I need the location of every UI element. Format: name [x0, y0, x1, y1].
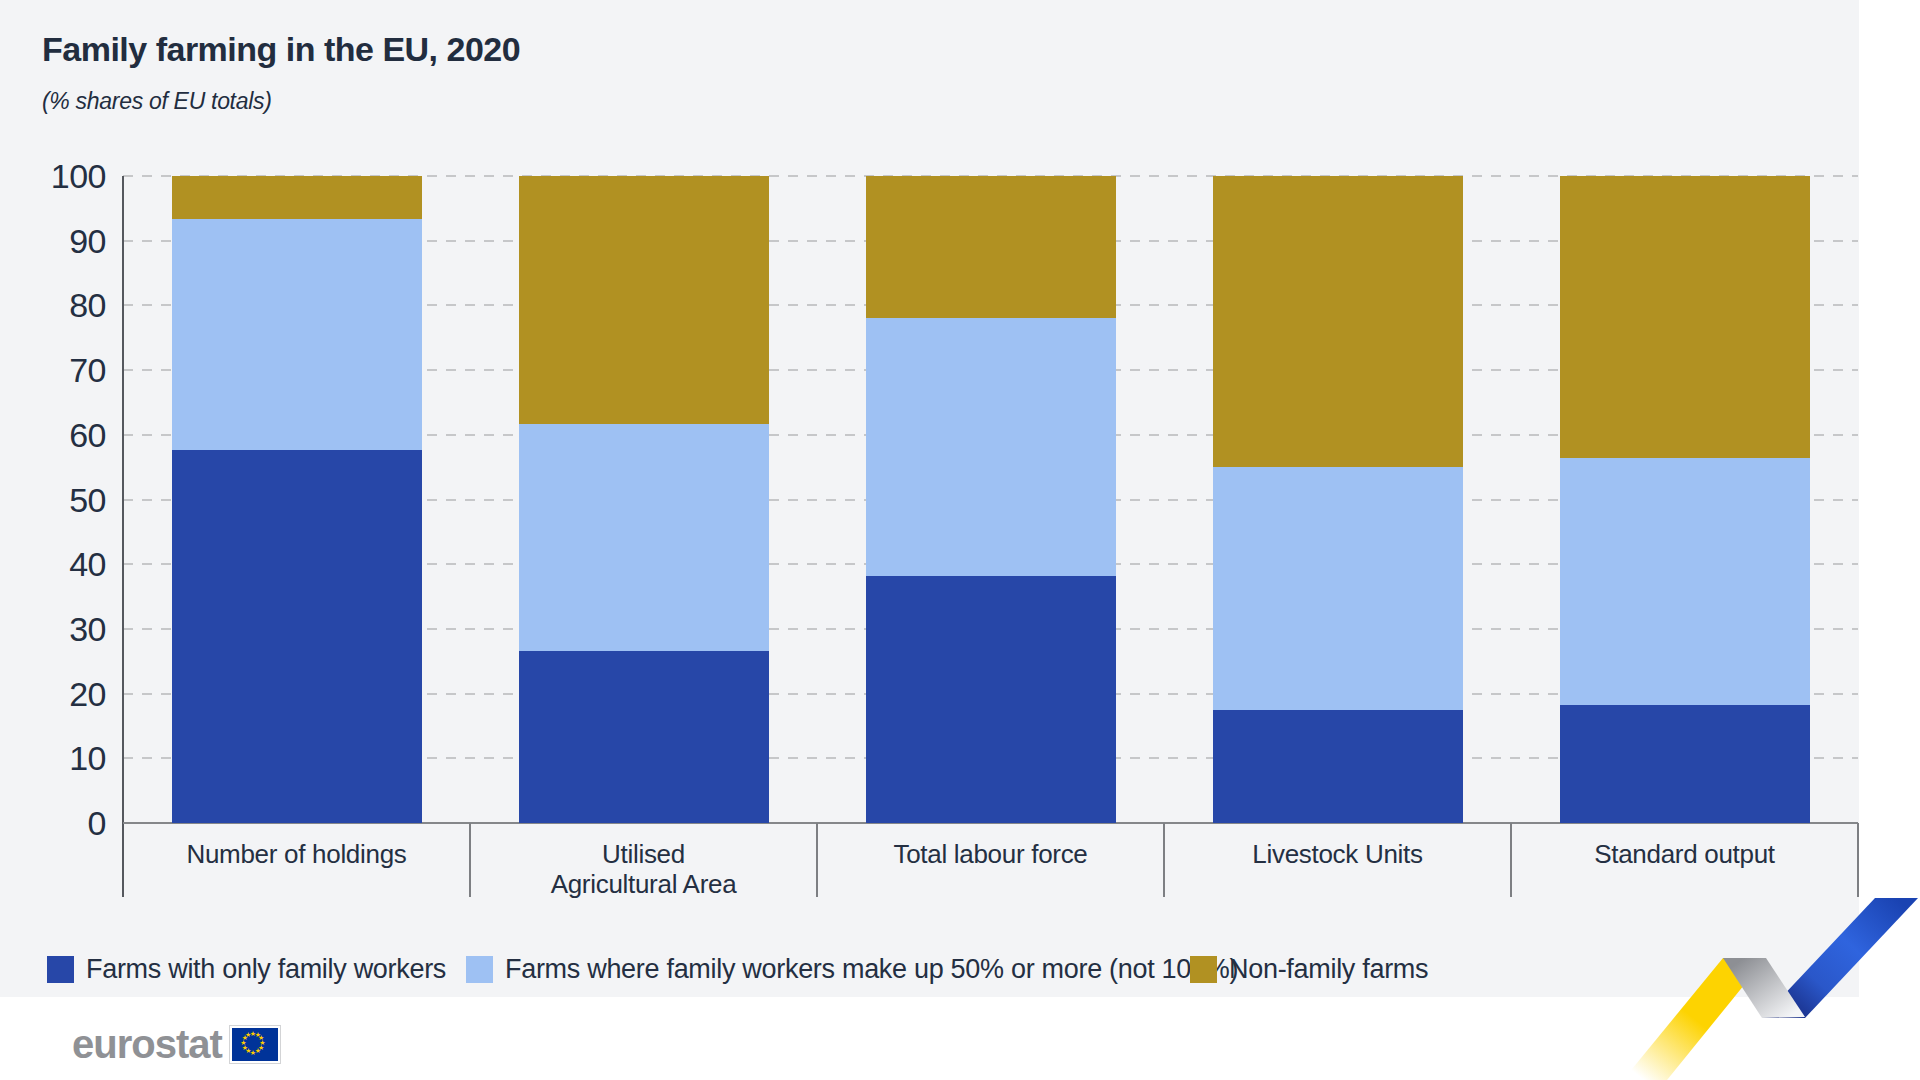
bar-segment — [1560, 176, 1810, 458]
legend-item: Non-family farms — [1190, 955, 1428, 984]
x-axis-category-label: Livestock Units — [1164, 839, 1511, 869]
y-axis-tick-label: 10 — [16, 738, 106, 778]
chart-title: Family farming in the EU, 2020 — [42, 30, 520, 69]
x-axis-category-label: Number of holdings — [123, 839, 470, 869]
y-axis-tick-label: 90 — [16, 221, 106, 261]
y-axis-tick-label: 80 — [16, 285, 106, 325]
bar-segment — [519, 176, 769, 424]
legend-swatch-icon — [47, 956, 74, 983]
bar-segment — [519, 424, 769, 650]
y-axis-tick-label: 20 — [16, 674, 106, 714]
y-axis-tick-label: 60 — [16, 415, 106, 455]
y-axis-tick-label: 40 — [16, 544, 106, 584]
legend-label: Non-family farms — [1229, 955, 1428, 984]
bar-segment — [866, 176, 1116, 318]
legend-item: Farms with only family workers — [47, 955, 446, 984]
y-axis-tick-label: 100 — [16, 156, 106, 196]
y-axis-line — [122, 176, 124, 897]
bar-segment — [1560, 705, 1810, 823]
legend-item: Farms where family workers make up 50% o… — [466, 955, 1238, 984]
eurostat-logo: eurostat ★★★★★★★★★★★★ — [72, 1024, 280, 1064]
y-axis-tick-label: 0 — [16, 803, 106, 843]
legend-label: Farms where family workers make up 50% o… — [505, 955, 1238, 984]
eu-flag-icon: ★★★★★★★★★★★★ — [230, 1026, 280, 1063]
legend-label: Farms with only family workers — [86, 955, 446, 984]
bar-segment — [1213, 710, 1463, 823]
legend-swatch-icon — [466, 956, 493, 983]
bar-segment — [172, 450, 422, 823]
chart-subtitle: (% shares of EU totals) — [42, 88, 272, 115]
y-axis-tick-label: 30 — [16, 609, 106, 649]
bar-segment — [1560, 458, 1810, 705]
eu-star-icon: ★ — [245, 1030, 251, 1037]
bar-segment — [866, 576, 1116, 823]
y-axis-tick-label: 50 — [16, 480, 106, 520]
bar-segment — [1213, 467, 1463, 710]
bar-segment — [519, 651, 769, 823]
infographic-canvas: Family farming in the EU, 2020 (% shares… — [0, 0, 1920, 1080]
legend-swatch-icon — [1190, 956, 1217, 983]
eurostat-logo-text: eurostat — [72, 1024, 222, 1064]
y-axis-tick-label: 70 — [16, 350, 106, 390]
x-axis-category-label: Utilised Agricultural Area — [470, 839, 817, 899]
bar-segment — [172, 219, 422, 451]
bar-segment — [172, 176, 422, 219]
x-axis-category-label: Standard output — [1511, 839, 1858, 869]
bar-segment — [1213, 176, 1463, 467]
x-axis-category-label: Total labour force — [817, 839, 1164, 869]
bar-segment — [866, 318, 1116, 576]
